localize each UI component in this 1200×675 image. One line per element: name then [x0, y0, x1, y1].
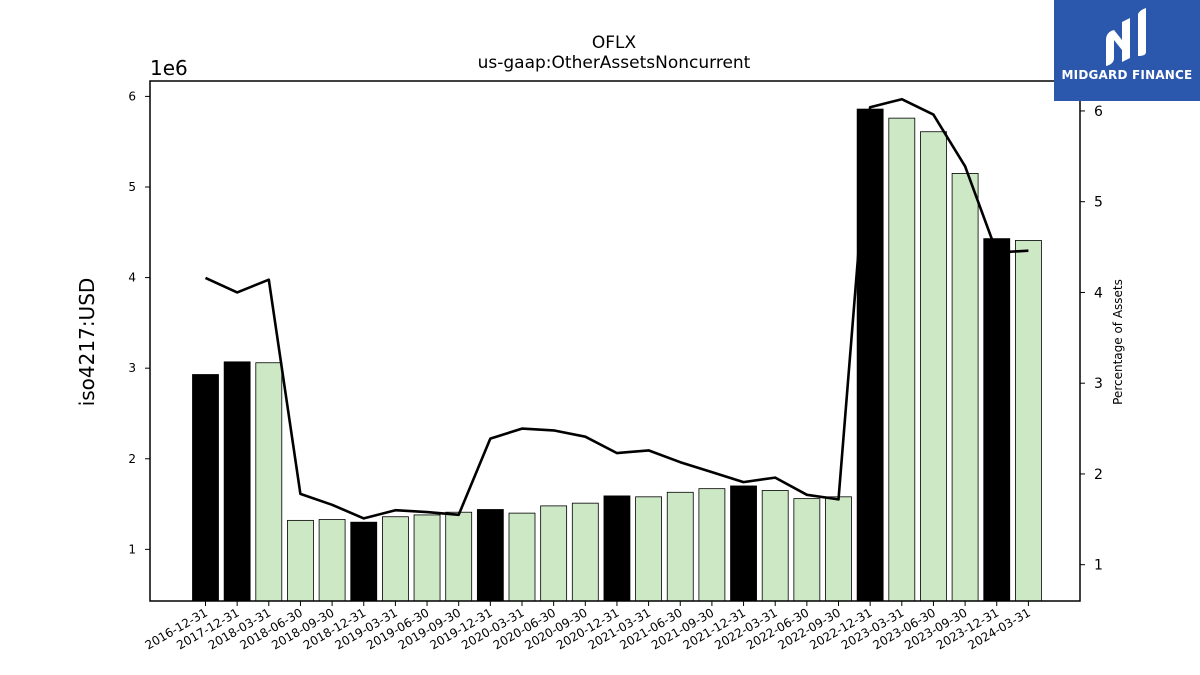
bar — [920, 131, 947, 602]
midgard-logo-icon — [1106, 8, 1146, 66]
bar — [413, 514, 441, 602]
y-tick-label: 4 — [128, 271, 136, 285]
chart-title: OFLX — [592, 33, 637, 53]
bar — [476, 509, 504, 602]
line-series — [204, 97, 1029, 520]
y-tick-label: 1 — [128, 542, 136, 556]
y2-axis-ticks: 1 2 3 4 5 6 — [1080, 104, 1103, 574]
y-axis-label: iso4217:USD — [75, 278, 99, 407]
bar — [445, 511, 473, 602]
bar — [508, 512, 536, 602]
midgard-finance-logo: MIDGARD FINANCE — [1054, 0, 1200, 101]
y2-tick-label: 4 — [1094, 285, 1103, 301]
y-tick-label: 5 — [128, 180, 136, 194]
logo-text: MIDGARD FINANCE — [1061, 68, 1193, 82]
bar — [888, 117, 916, 602]
bar — [287, 519, 314, 602]
y2-tick-label: 5 — [1094, 195, 1103, 211]
bar — [318, 519, 346, 602]
y2-axis-label: Percentage of Assets — [1111, 279, 1125, 405]
bar — [635, 496, 662, 602]
bar — [730, 485, 757, 602]
chart-subtitle: us-gaap:OtherAssetsNoncurrent — [478, 53, 751, 73]
bar — [192, 374, 219, 602]
bar — [381, 516, 409, 602]
bar — [350, 521, 378, 602]
bar — [603, 495, 631, 602]
y-axis-ticks: 1 2 3 4 5 6 — [128, 89, 150, 556]
bar — [255, 362, 283, 602]
bar — [793, 498, 821, 602]
bar — [540, 505, 568, 602]
bar — [571, 502, 599, 602]
plot-frame — [149, 80, 1081, 602]
bar — [761, 490, 789, 602]
bar — [825, 496, 852, 602]
bar — [1015, 240, 1042, 602]
y-tick-label: 3 — [128, 361, 136, 375]
bar-series — [192, 108, 1042, 602]
y2-tick-label: 2 — [1094, 467, 1103, 483]
y-tick-label: 6 — [128, 89, 136, 103]
bar — [856, 108, 884, 602]
y2-tick-label: 3 — [1094, 376, 1103, 392]
y-tick-label: 2 — [128, 452, 136, 466]
y2-tick-label: 6 — [1094, 104, 1103, 120]
y2-tick-label: 1 — [1094, 558, 1103, 574]
bar — [983, 238, 1011, 602]
percentage-line — [204, 97, 1029, 520]
bar — [951, 173, 979, 602]
bar — [223, 361, 251, 602]
x-axis-ticks: 2016-12-312017-12-312018-03-312018-06-30… — [143, 601, 1033, 652]
y-multiplier-label: 1e6 — [150, 56, 188, 80]
bar — [698, 488, 726, 602]
bar — [666, 491, 694, 602]
